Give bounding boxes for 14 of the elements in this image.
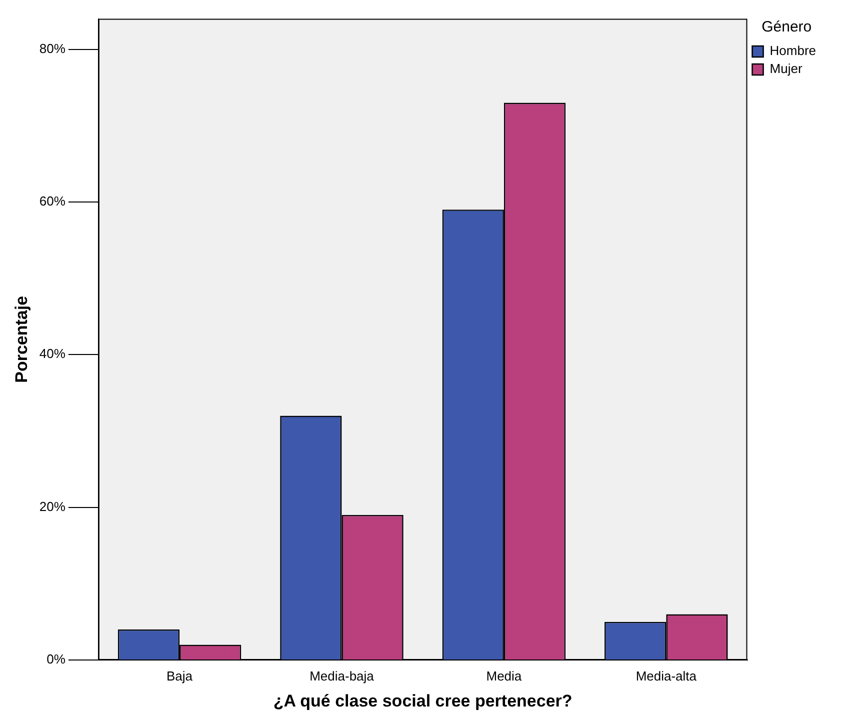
y-tick-label: 20% <box>39 498 66 514</box>
x-tick-label: Media <box>486 668 522 684</box>
y-axis-title: Porcentaje <box>12 296 31 383</box>
y-tick-label: 0% <box>46 652 66 667</box>
x-tick-label: Media-baja <box>310 668 375 684</box>
y-tick-label: 60% <box>39 194 66 209</box>
x-tick-label: Baja <box>166 668 194 684</box>
x-axis-title: ¿A qué clase social cree pertenecer? <box>273 691 572 710</box>
legend-label: Hombre <box>770 43 816 58</box>
legend-label: Mujer <box>770 61 803 76</box>
y-tick-label: 80% <box>39 40 66 56</box>
x-tick-label: Media-alta <box>636 668 698 684</box>
y-tick-label: 40% <box>39 346 66 362</box>
legend-title: Género <box>762 18 812 36</box>
